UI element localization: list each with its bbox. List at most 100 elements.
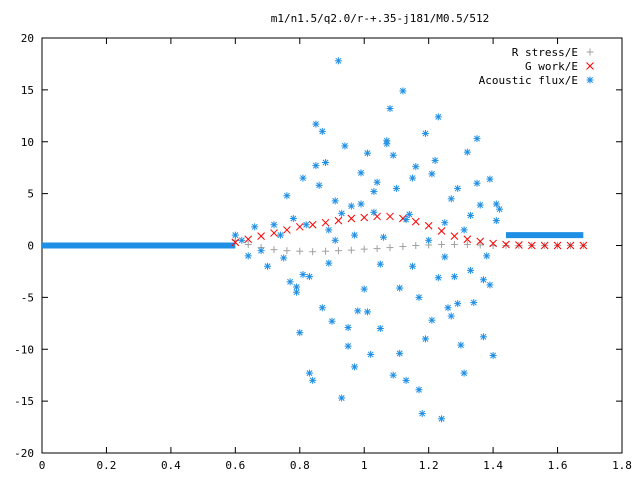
data-point [325,226,333,234]
series-0 [231,236,587,256]
data-point [460,369,468,377]
data-point [386,212,394,221]
data-point [437,227,446,235]
data-point [399,243,407,251]
data-point [489,239,497,248]
data-point [479,333,487,341]
legend-marker [586,48,594,56]
data-point [428,316,436,324]
data-point [411,217,420,226]
data-point [264,262,272,270]
data-point [293,283,301,291]
y-tick-label: -5 [21,291,34,304]
data-point [283,192,291,200]
data-point [389,371,397,379]
data-point [447,312,455,320]
data-point [231,238,240,247]
data-point [496,205,504,213]
x-tick-label: 1 [361,459,368,472]
data-point [376,260,384,268]
chart-title: m1/n1.5/q2.0/r-+.35-j181/M0.5/512 [271,12,490,25]
data-point [476,237,485,246]
legend-marker [586,76,594,84]
data-point [276,231,284,239]
data-point [396,349,404,357]
data-point [299,174,307,182]
data-point [360,245,368,253]
data-point [450,232,459,241]
data-point [308,220,317,229]
data-point [467,211,475,219]
data-point [322,247,330,255]
data-point [257,232,265,241]
data-point [515,241,523,249]
data-point [412,242,420,249]
data-point [302,221,310,229]
y-tick-label: 10 [21,136,34,149]
data-point [373,245,381,253]
data-point [444,304,452,312]
data-point [270,229,278,237]
data-point [489,351,497,359]
data-point [450,273,458,281]
data-point [418,410,426,418]
data-point [434,113,442,121]
data-point [450,240,458,248]
data-point [354,307,362,315]
data-point [457,341,465,349]
data-point [231,231,239,239]
x-tick-label: 1.6 [548,459,568,472]
data-point [553,241,562,250]
data-point [409,174,417,182]
data-point [305,369,313,377]
data-point [392,184,400,192]
y-tick-label: -10 [14,343,34,356]
data-point [370,188,378,196]
data-point [463,148,471,156]
data-point [421,129,429,137]
data-point [351,363,359,371]
y-tick-label: 0 [27,240,34,253]
data-point [527,241,536,250]
y-tick-label: -15 [14,395,34,408]
data-point [425,236,433,244]
data-point [244,235,253,244]
data-point [318,304,326,312]
data-point [328,317,336,325]
data-point [479,276,487,284]
data-point [351,231,359,239]
data-point [280,254,288,262]
data-point [370,208,378,216]
data-point [476,201,484,209]
data-point [431,156,439,164]
data-point [483,252,491,260]
series-2 [231,57,504,423]
legend-label: G work/E [525,60,578,73]
x-tick-label: 0.8 [290,459,310,472]
data-point [283,226,291,234]
data-point [315,181,323,189]
data-point [405,210,413,218]
axes: 0 0.2 0.4 0.6 0.8 1 1.2 1.4 1.6 1.8 -20 -15 -10 -5 0 5 1… [14,32,632,472]
data-point [386,244,394,252]
data-point [463,240,471,248]
x-tick-label: 0.6 [225,459,245,472]
data-point [454,300,462,308]
data-point [312,120,320,128]
y-tick-label: 15 [21,84,34,97]
data-point [331,236,339,244]
data-point [360,285,368,293]
x-tick-label: 0.4 [161,459,181,472]
data-point [412,163,420,171]
data-point [360,213,369,222]
y-tick-label: 5 [27,188,34,201]
x-tick-label: 0 [39,459,46,472]
data-point [389,151,397,159]
data-point [251,223,259,231]
data-point [296,247,304,255]
data-point [441,219,449,227]
data-point [492,200,500,208]
legend-label: R stress/E [512,46,578,59]
data-point [415,293,423,301]
